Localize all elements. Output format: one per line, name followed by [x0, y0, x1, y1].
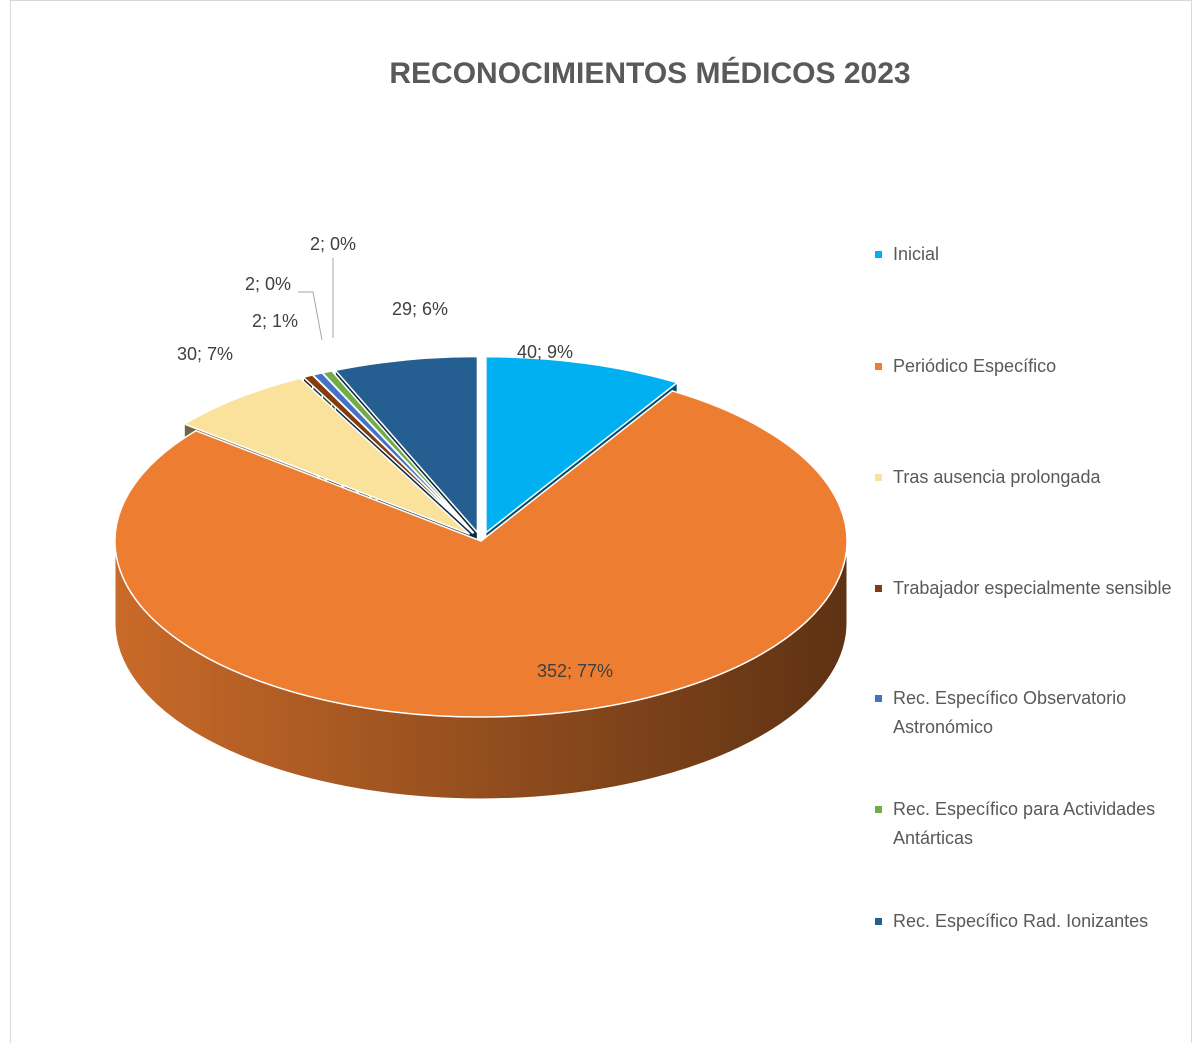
- legend-label: Periódico Específico: [893, 356, 1057, 376]
- slice: [485, 355, 679, 535]
- legend-label: Trabajador especialmente sensible: [893, 578, 1172, 598]
- data-label: 29; 6%: [392, 299, 448, 319]
- legend-item: Periódico Específico: [875, 352, 1188, 381]
- legend-swatch: [875, 695, 882, 702]
- chart-frame: [10, 0, 1192, 1043]
- data-label: 40; 9%: [517, 342, 573, 362]
- legend-label: Rec. Específico Rad. Ionizantes: [893, 911, 1149, 931]
- data-label: 2; 0%: [310, 234, 356, 254]
- legend-item: Rec. Específico para Actividades Antárti…: [875, 795, 1188, 853]
- legend-item: Inicial: [875, 240, 1188, 269]
- legend-swatch: [875, 806, 882, 813]
- legend-item: Rec. Específico Observatorio Astronómico: [875, 684, 1188, 742]
- slice: [114, 390, 848, 718]
- slice: [182, 377, 471, 536]
- legend-item: Rec. Específico Rad. Ionizantes: [875, 907, 1188, 936]
- legend-item: Tras ausencia prolongada: [875, 463, 1188, 492]
- legend-swatch: [875, 474, 882, 481]
- data-label: 2; 0%: [245, 274, 291, 294]
- legend-label: Rec. Específico Observatorio Astronómico: [893, 688, 1127, 737]
- data-label: 2; 1%: [252, 311, 298, 331]
- legend-item: Trabajador especialmente sensible: [875, 574, 1188, 603]
- legend-swatch: [875, 363, 882, 370]
- data-label: 30; 7%: [177, 344, 233, 364]
- slice: [333, 355, 479, 535]
- legend-label: Rec. Específico para Actividades Antárti…: [893, 799, 1156, 848]
- legend-swatch: [875, 918, 882, 925]
- leader-line: [298, 291, 323, 341]
- legend-label: Tras ausencia prolongada: [893, 467, 1101, 487]
- legend-swatch: [875, 585, 882, 592]
- chart-title: RECONOCIMIENTOS MÉDICOS 2023: [389, 56, 910, 90]
- slice: [321, 370, 475, 534]
- legend-label: Inicial: [893, 244, 940, 264]
- data-label: 352; 77%: [537, 661, 613, 681]
- legend-swatch: [875, 251, 882, 258]
